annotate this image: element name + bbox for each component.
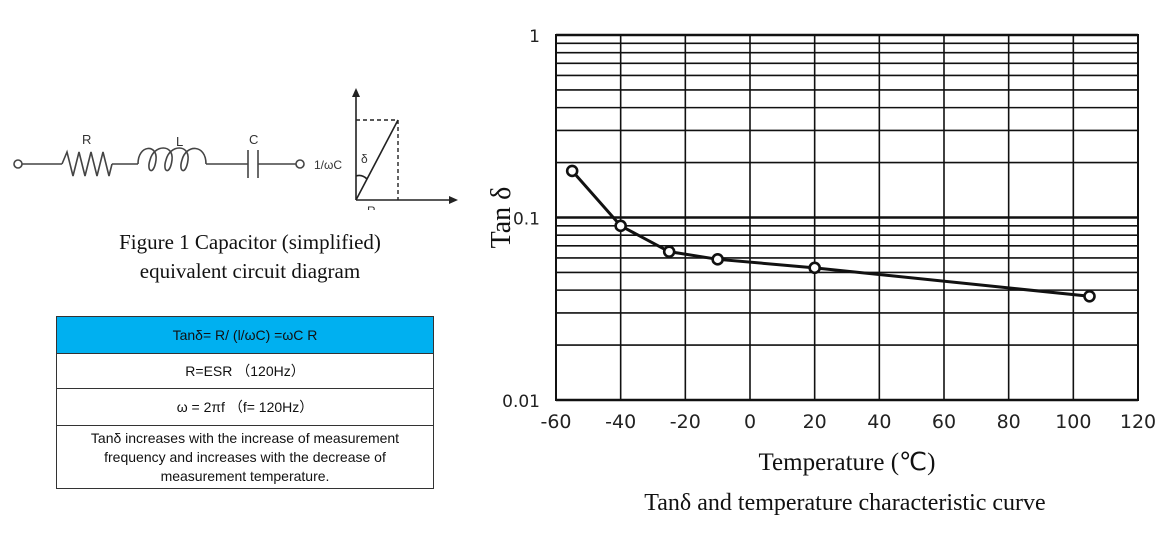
data-point (565, 164, 579, 178)
table-row: ω = 2πf （f= 120Hz） (56, 388, 434, 426)
right-terminal (295, 159, 305, 169)
x-tick-label: 60 (932, 411, 956, 433)
x-tick-label: -60 (540, 411, 571, 433)
x-tick-label: -40 (605, 411, 636, 433)
data-point (711, 253, 724, 266)
series-line (571, 169, 1090, 298)
vector-hypotenuse (355, 119, 399, 201)
table-row: Tanδ= R/ (l/ωC) =ωC R (56, 316, 434, 354)
caption-line-1: Figure 1 Capacitor (simplified) (119, 230, 381, 254)
x-tick-label: 0 (744, 411, 756, 433)
capacitor-label: C (249, 132, 258, 147)
table-row: Tanδ increases with the increase of meas… (56, 425, 434, 489)
chart-labels: -60 -40 -20 0 20 40 60 80 100 120 0.01 0.1 1 Temperat… (486, 27, 1156, 476)
data-point (1083, 290, 1096, 303)
left-terminal (13, 159, 23, 169)
delta-arc (355, 174, 368, 180)
esr-definition: R=ESR （120Hz） (56, 353, 434, 389)
chart-series (565, 164, 1096, 303)
y-tick-label: 1 (529, 27, 540, 47)
chart-title: Tanδ and temperature characteristic curv… (644, 490, 1046, 516)
x-tick-label: 80 (997, 411, 1021, 433)
data-point (662, 245, 676, 258)
x-tick-label: 120 (1120, 411, 1156, 433)
reactance-label: 1/ωC (314, 158, 342, 172)
x-axis-label: Temperature (℃) (759, 449, 936, 476)
r-axis-label: R (367, 204, 376, 210)
figure-1-caption: Figure 1 Capacitor (simplified) equivale… (50, 228, 450, 286)
resistor-label: R (82, 132, 91, 147)
y-axis-arrowhead (352, 88, 360, 97)
caption-line-2: equivalent circuit diagram (139, 259, 361, 283)
inductor-symbol (137, 147, 207, 172)
formula-table: Tanδ= R/ (l/ωC) =ωC R R=ESR （120Hz） ω = … (56, 316, 434, 489)
delta-label: δ (361, 152, 368, 166)
table-row: R=ESR （120Hz） (56, 353, 434, 389)
x-tick-label: 20 (803, 411, 827, 433)
x-tick-label: 100 (1055, 411, 1091, 433)
resistor-symbol (61, 149, 113, 177)
data-point (614, 219, 627, 233)
x-tick-label: 40 (867, 411, 891, 433)
x-tick-label: -20 (670, 411, 701, 433)
omega-definition: ω = 2πf （f= 120Hz） (56, 388, 434, 426)
data-point (808, 261, 821, 275)
x-axis-arrowhead (449, 196, 458, 204)
tan-delta-note: Tanδ increases with the increase of meas… (56, 425, 434, 489)
chart-axes (555, 34, 1139, 401)
plot-frame (555, 34, 1139, 401)
inductor-label: L (176, 134, 183, 149)
chart-grid (555, 33, 1139, 402)
equivalent-circuit-diagram: R L C 1/ωC δ R (13, 88, 458, 210)
y-axis-label: Tan δ (486, 187, 517, 249)
tan-delta-formula: Tanδ= R/ (l/ωC) =ωC R (56, 316, 434, 354)
y-tick-label: 0.1 (513, 210, 540, 230)
y-tick-label: 0.01 (502, 392, 540, 412)
tan-delta-chart: -60 -40 -20 0 20 40 60 80 100 120 0.01 0.1 1 Temperat… (486, 27, 1156, 476)
